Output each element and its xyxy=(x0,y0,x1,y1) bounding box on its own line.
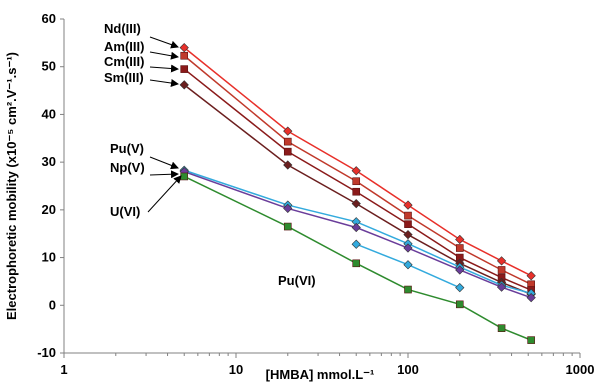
data-point xyxy=(352,177,361,186)
y-tick-label: 40 xyxy=(42,106,56,121)
series-pu-vi xyxy=(351,239,465,293)
annotation-label: Am(III) xyxy=(104,39,144,54)
data-point xyxy=(527,336,535,344)
annotation-label: Pu(V) xyxy=(110,141,144,156)
y-tick-label: 60 xyxy=(42,11,56,26)
x-axis-title: [HMBA] mmol.L⁻¹ xyxy=(266,367,375,382)
data-point xyxy=(283,160,293,170)
annotation-arrow xyxy=(149,79,179,87)
x-tick-label: 10 xyxy=(229,362,243,377)
annotation-label: Pu(VI) xyxy=(278,273,316,288)
data-point xyxy=(403,260,413,270)
x-tick-label: 1 xyxy=(60,362,67,377)
data-point xyxy=(526,271,536,281)
annotation-label: U(VI) xyxy=(110,204,140,219)
data-point xyxy=(526,293,536,303)
x-tick-label: 1000 xyxy=(566,362,595,377)
y-tick-label: 30 xyxy=(42,154,56,169)
data-point xyxy=(496,282,507,292)
annotation-label: Nd(III) xyxy=(104,21,141,36)
data-point xyxy=(403,243,413,253)
annotation-arrow xyxy=(149,51,179,60)
y-tick-label: 0 xyxy=(49,297,56,312)
data-point xyxy=(403,200,413,210)
data-point xyxy=(351,222,361,233)
data-point xyxy=(283,147,292,156)
data-point xyxy=(283,137,292,146)
axes: -10 0 10 20 30 40 50 60 1 10 100 1000 xyxy=(37,11,594,377)
y-tick-label: 50 xyxy=(42,59,56,74)
series-np-v xyxy=(179,167,536,303)
annotation-arrow xyxy=(149,36,179,49)
data-point xyxy=(455,300,464,309)
annotations: Nd(III) Am(III)Cm(III)Sm(III) Pu(V) Np(V) U(… xyxy=(104,21,316,288)
annotation-arrow xyxy=(149,156,179,170)
y-axis-title: Electrophoretic mobility (x10⁻⁵ cm².V⁻¹.… xyxy=(4,52,19,320)
data-point xyxy=(180,51,189,60)
data-point xyxy=(404,285,412,294)
y-tick-label: 10 xyxy=(42,250,56,265)
series-u-vi xyxy=(180,172,535,344)
y-tick-label: -10 xyxy=(37,345,56,360)
annotation-label: Cm(III) xyxy=(104,54,144,69)
data-point xyxy=(455,234,465,245)
series-nd-iii xyxy=(179,43,536,281)
annotation-label: Sm(III) xyxy=(104,70,144,85)
data-point xyxy=(283,222,292,231)
annotation-arrow xyxy=(149,170,179,179)
data-point xyxy=(496,256,507,266)
data-point xyxy=(497,324,506,332)
x-tick-label: 100 xyxy=(397,362,419,377)
series-layer xyxy=(179,43,536,344)
data-point xyxy=(283,203,293,214)
y-tick-label: 20 xyxy=(42,202,56,217)
data-point xyxy=(351,239,361,249)
data-point xyxy=(352,187,361,196)
data-point xyxy=(351,166,361,176)
annotation-arrow xyxy=(147,175,182,213)
data-point xyxy=(403,230,413,240)
annotation-arrow xyxy=(149,64,179,73)
data-point xyxy=(404,220,412,228)
data-point xyxy=(455,244,464,252)
data-point xyxy=(352,259,361,268)
data-point xyxy=(180,65,189,73)
data-point xyxy=(497,266,506,274)
series-pu-v xyxy=(179,165,536,298)
data-point xyxy=(180,172,189,181)
data-point xyxy=(179,80,189,90)
data-point xyxy=(455,283,465,293)
data-point xyxy=(404,211,412,220)
annotation-label: Np(V) xyxy=(110,160,145,175)
data-point xyxy=(351,199,361,209)
data-point xyxy=(283,126,293,136)
data-point xyxy=(179,43,189,53)
data-point xyxy=(455,265,465,275)
